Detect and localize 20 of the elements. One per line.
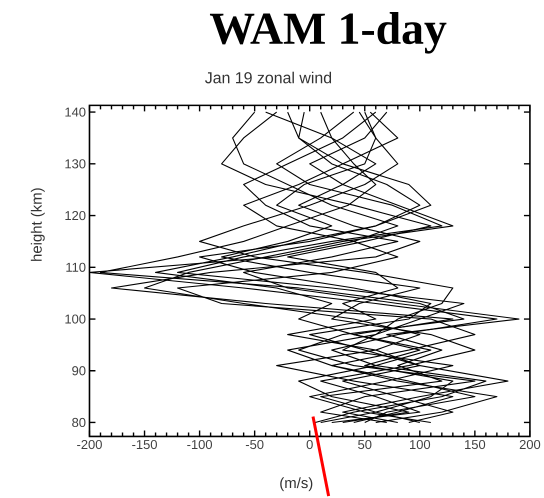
y-axis-title: height (km) (30, 188, 45, 262)
y-tick-label: 120 (65, 211, 86, 220)
x-tick-label: 150 (465, 440, 486, 450)
x-tick-label: 0 (306, 440, 313, 450)
y-tick-label: 80 (72, 418, 86, 428)
x-tick-label: -100 (187, 440, 212, 450)
x-tick-label: 50 (358, 440, 372, 450)
y-tick-label: 140 (65, 108, 86, 117)
x-tick-label: -150 (132, 440, 157, 450)
y-tick-label: 100 (65, 314, 86, 324)
y-tick-label: 90 (72, 366, 86, 376)
y-tick-label: 110 (66, 262, 86, 272)
x-tick-label: -50 (246, 440, 264, 450)
chart-subtitle: Jan 19 zonal wind (205, 72, 332, 84)
chart-title: WAM 1-day (210, 12, 446, 54)
x-tick-label: 100 (410, 440, 430, 450)
y-tick-label: 130 (65, 159, 86, 169)
x-tick-label: 200 (520, 440, 540, 450)
x-tick-label: -200 (77, 440, 102, 450)
x-axis-title: (m/s) (280, 477, 312, 492)
